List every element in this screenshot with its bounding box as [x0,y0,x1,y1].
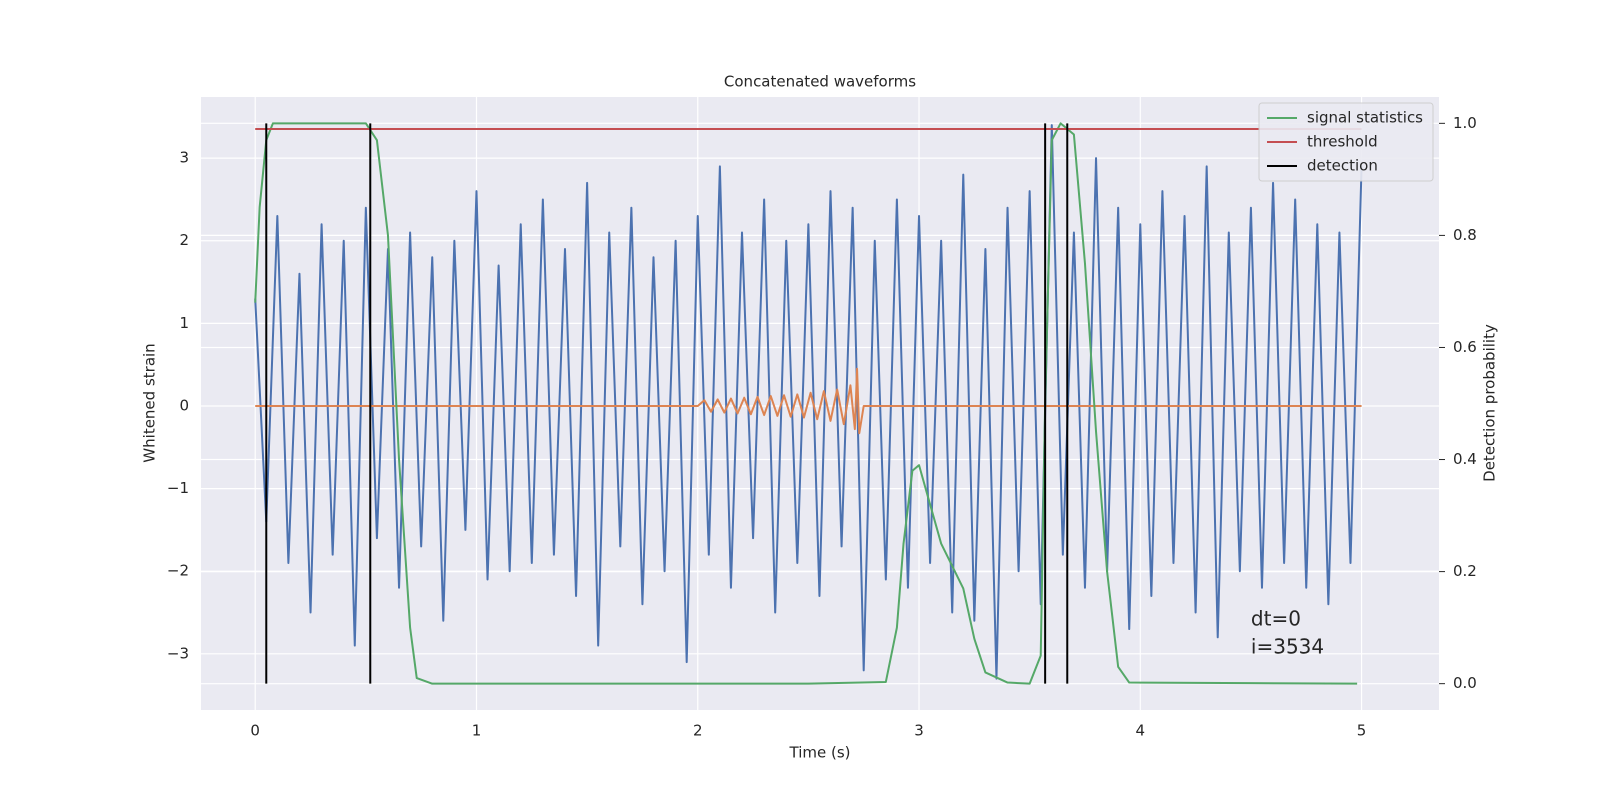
x-tick-label: 0 [250,722,260,740]
y-axis-label: Whitened strain [141,343,159,462]
x-tick-label: 3 [914,722,924,740]
x-tick-label: 2 [693,722,703,740]
x-tick-label: 4 [1136,722,1146,740]
y2-axis-label: Detection probability [1481,324,1499,482]
chart-title: Concatenated waveforms [724,73,916,91]
y2-tick-label: 1.0 [1453,114,1477,132]
legend-label: detection [1307,157,1378,175]
y2-tick-label: 0.2 [1453,562,1477,580]
y2-tick-label: 0.0 [1453,674,1477,692]
y2-tick-label: 0.6 [1453,338,1477,356]
y-tick-label: 2 [179,231,189,249]
x-tick-label: 1 [472,722,482,740]
y-tick-label: 1 [179,314,189,332]
y-tick-label: 0 [179,396,189,414]
annotation: dt=0 [1251,607,1301,631]
legend: signal statistics threshold detection [1258,102,1434,182]
y-tick-label: 3 [179,149,189,167]
legend-label: signal statistics [1307,109,1423,127]
series-line [254,122,1358,685]
series-line [255,367,1362,435]
y2-tick-label: 0.4 [1453,450,1477,468]
legend-box [1258,102,1434,182]
y-tick-label: −2 [167,562,189,580]
x-tick-label: 5 [1357,722,1367,740]
annotation: i=3534 [1251,635,1324,659]
y-tick-label: −1 [167,479,189,497]
series-line [254,124,1363,680]
y2-tick-label: 0.8 [1453,226,1477,244]
y-tick-label: −3 [167,644,189,662]
x-axis-label: Time (s) [789,744,851,762]
legend-label: threshold [1307,133,1378,151]
